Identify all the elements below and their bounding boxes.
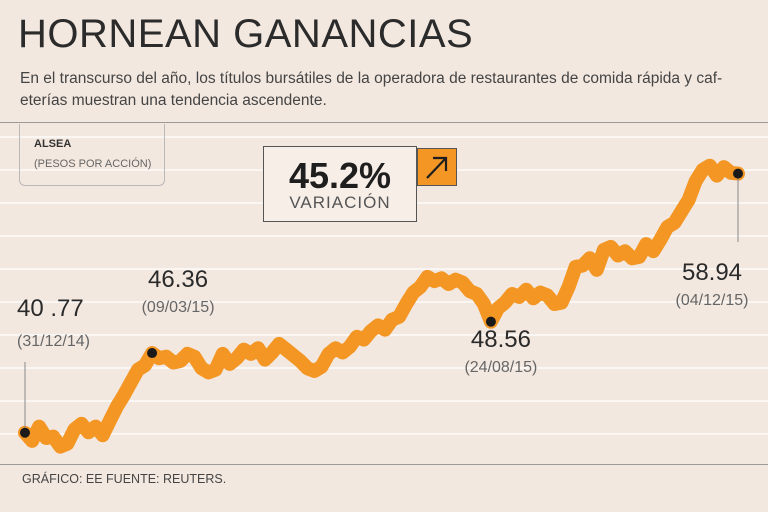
series-legend-box: ALSEA (PESOS POR ACCIÓN) xyxy=(19,124,165,186)
data-point-marker xyxy=(485,316,496,327)
arrow-up-right-icon xyxy=(426,156,448,179)
chart-subtitle: En el transcurso del año, los títulos bu… xyxy=(20,70,723,109)
series-line xyxy=(18,158,745,454)
data-point-marker xyxy=(733,168,743,179)
top-divider xyxy=(0,122,768,123)
data-point-marker xyxy=(147,348,158,359)
annotation-value: 46.36 xyxy=(148,266,208,293)
annotation-date: (09/03/15) xyxy=(142,299,215,316)
series-unit: (PESOS POR ACCIÓN) xyxy=(34,158,152,170)
annotation-date: (04/12/15) xyxy=(676,292,749,309)
variation-arrow-box xyxy=(417,148,457,186)
variation-value: 45.2% xyxy=(288,155,392,196)
annotation-date: (24/08/15) xyxy=(464,359,537,376)
data-point-marker xyxy=(20,427,30,438)
annotation-date: (31/12/14) xyxy=(17,333,90,350)
annotation-value: 58.94 xyxy=(682,259,742,286)
series-name: ALSEA xyxy=(34,138,72,150)
chart-title: HORNEAN GANANCIAS xyxy=(18,12,474,56)
variation-box: 45.2% VARIACIÓN xyxy=(263,146,417,222)
annotation-value: 40 .77 xyxy=(17,295,84,322)
source-footer: GRÁFICO: EE FUENTE: REUTERS. xyxy=(22,472,227,486)
variation-label: VARIACIÓN xyxy=(289,193,391,212)
annotation-value: 48.56 xyxy=(471,326,531,353)
bottom-divider xyxy=(0,464,768,465)
